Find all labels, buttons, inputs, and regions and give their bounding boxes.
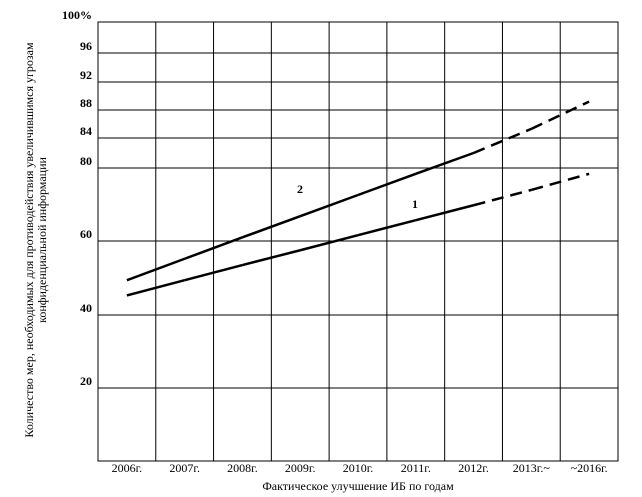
line-segment — [184, 263, 243, 282]
x-tick-label: 2011г. — [401, 461, 431, 475]
y-tick-label: 20 — [80, 374, 92, 388]
x-tick-label: ~2016г. — [571, 461, 608, 475]
line-segment — [473, 188, 532, 207]
x-axis-label: Фактическое улучшение ИБ по годам — [262, 479, 454, 493]
y-tick-label: 100% — [62, 8, 92, 22]
y-tick-label: 60 — [80, 227, 92, 241]
y-tick-label: 80 — [80, 154, 92, 168]
line-segment — [126, 279, 185, 297]
x-tick-label: 2006г. — [112, 461, 143, 475]
line-segment — [473, 127, 532, 155]
line-segment — [415, 204, 474, 222]
y-tick-label: 92 — [80, 68, 92, 82]
line-segment — [415, 151, 474, 176]
y-axis-label: Количество мер, необходимых для противод… — [22, 42, 36, 438]
x-tick-label: 2009г. — [285, 461, 316, 475]
line-segment — [299, 193, 359, 218]
line-segment — [357, 172, 417, 197]
y-tick-label: 40 — [80, 301, 92, 315]
x-tick-label: 2008г. — [227, 461, 258, 475]
x-tick-label: 2012г. — [458, 461, 489, 475]
y-axis-label: конфиденциальной информации — [35, 157, 49, 323]
series-label: 2 — [297, 182, 303, 196]
line-segment — [530, 172, 590, 192]
line-segment — [299, 233, 359, 252]
x-tick-label: 2013г.~ — [513, 461, 551, 475]
x-tick-label: 2010г. — [343, 461, 374, 475]
x-tick-label: 2007г. — [169, 461, 200, 475]
line-segment — [242, 249, 301, 267]
line-segment — [357, 218, 417, 237]
y-tick-label: 96 — [80, 39, 92, 53]
y-tick-label: 84 — [80, 124, 92, 138]
line-segment — [126, 257, 186, 282]
line-segment — [530, 100, 590, 131]
y-tick-label: 88 — [80, 96, 92, 110]
series-label: 1 — [412, 197, 418, 211]
line-segment — [184, 236, 243, 260]
line-segment — [242, 215, 301, 239]
